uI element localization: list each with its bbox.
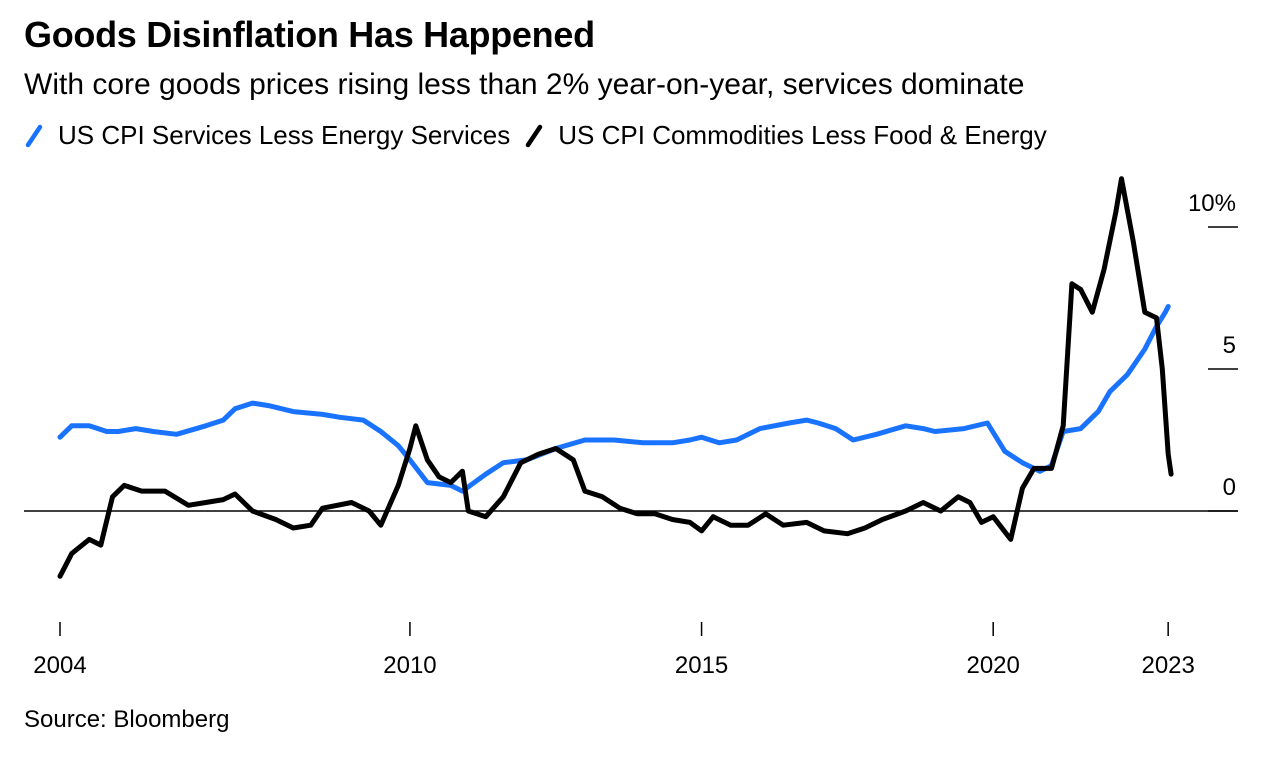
x-tick-label: 2020 (966, 652, 1019, 679)
series-line-goods (57, 176, 1174, 579)
legend-label-goods: US CPI Commodities Less Food & Energy (558, 120, 1047, 150)
x-tick-label: 2023 (1141, 652, 1194, 679)
chart-legend: US CPI Services Less Energy Services US … (24, 120, 1061, 151)
legend-item-services: US CPI Services Less Energy Services (24, 120, 510, 151)
source-note: Source: Bloomberg (24, 706, 230, 733)
y-tick-label: 0 (1223, 474, 1236, 501)
y-tick-label: 5 (1223, 332, 1236, 359)
legend-swatch-goods (526, 124, 543, 147)
x-tick-label: 2004 (33, 652, 86, 679)
y-tick-label: 10% (1188, 190, 1236, 217)
chart-subtitle: With core goods prices rising less than … (24, 68, 1025, 101)
x-tick-label: 2010 (383, 652, 436, 679)
legend-item-goods: US CPI Commodities Less Food & Energy (524, 120, 1047, 151)
legend-label-services: US CPI Services Less Energy Services (58, 120, 511, 150)
x-tick-label: 2015 (675, 652, 728, 679)
chart-title: Goods Disinflation Has Happened (24, 14, 595, 55)
series-line-services (57, 304, 1171, 494)
legend-swatch-services (25, 124, 43, 147)
